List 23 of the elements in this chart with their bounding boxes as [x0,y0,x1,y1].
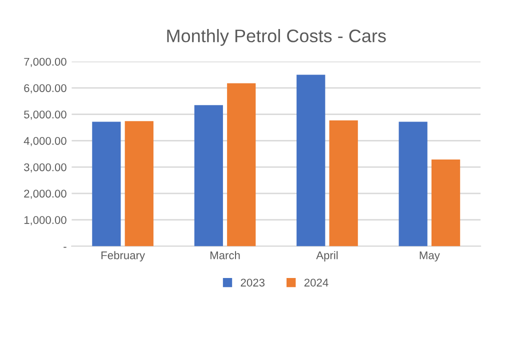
bar [329,120,358,246]
bar [296,74,326,246]
legend-label: 2023 [240,278,265,287]
y-tick-label: 6,000.00 [24,84,66,94]
x-tick-label: April [316,251,338,262]
chart-title: Monthly Petrol Costs - Cars [167,29,386,46]
y-tick-label: 1,000.00 [24,216,66,226]
y-tick-label: 3,000.00 [24,163,66,173]
bar [227,83,256,246]
bar [431,159,460,246]
x-tick-label: May [420,252,440,262]
bar [124,121,154,246]
y-tick-label: 5,000.00 [24,110,66,120]
x-tick-label: March [210,251,240,260]
y-tick-label: 2,000.00 [24,190,66,199]
bar [398,122,428,246]
bar [194,105,223,246]
legend-label: 2024 [304,278,328,287]
y-tick-label: 7,000.00 [24,58,66,68]
y-tick-label: - [64,246,66,248]
x-tick-label: February [101,251,146,262]
bar [92,122,121,246]
y-tick-label: 4,000.00 [24,136,66,146]
